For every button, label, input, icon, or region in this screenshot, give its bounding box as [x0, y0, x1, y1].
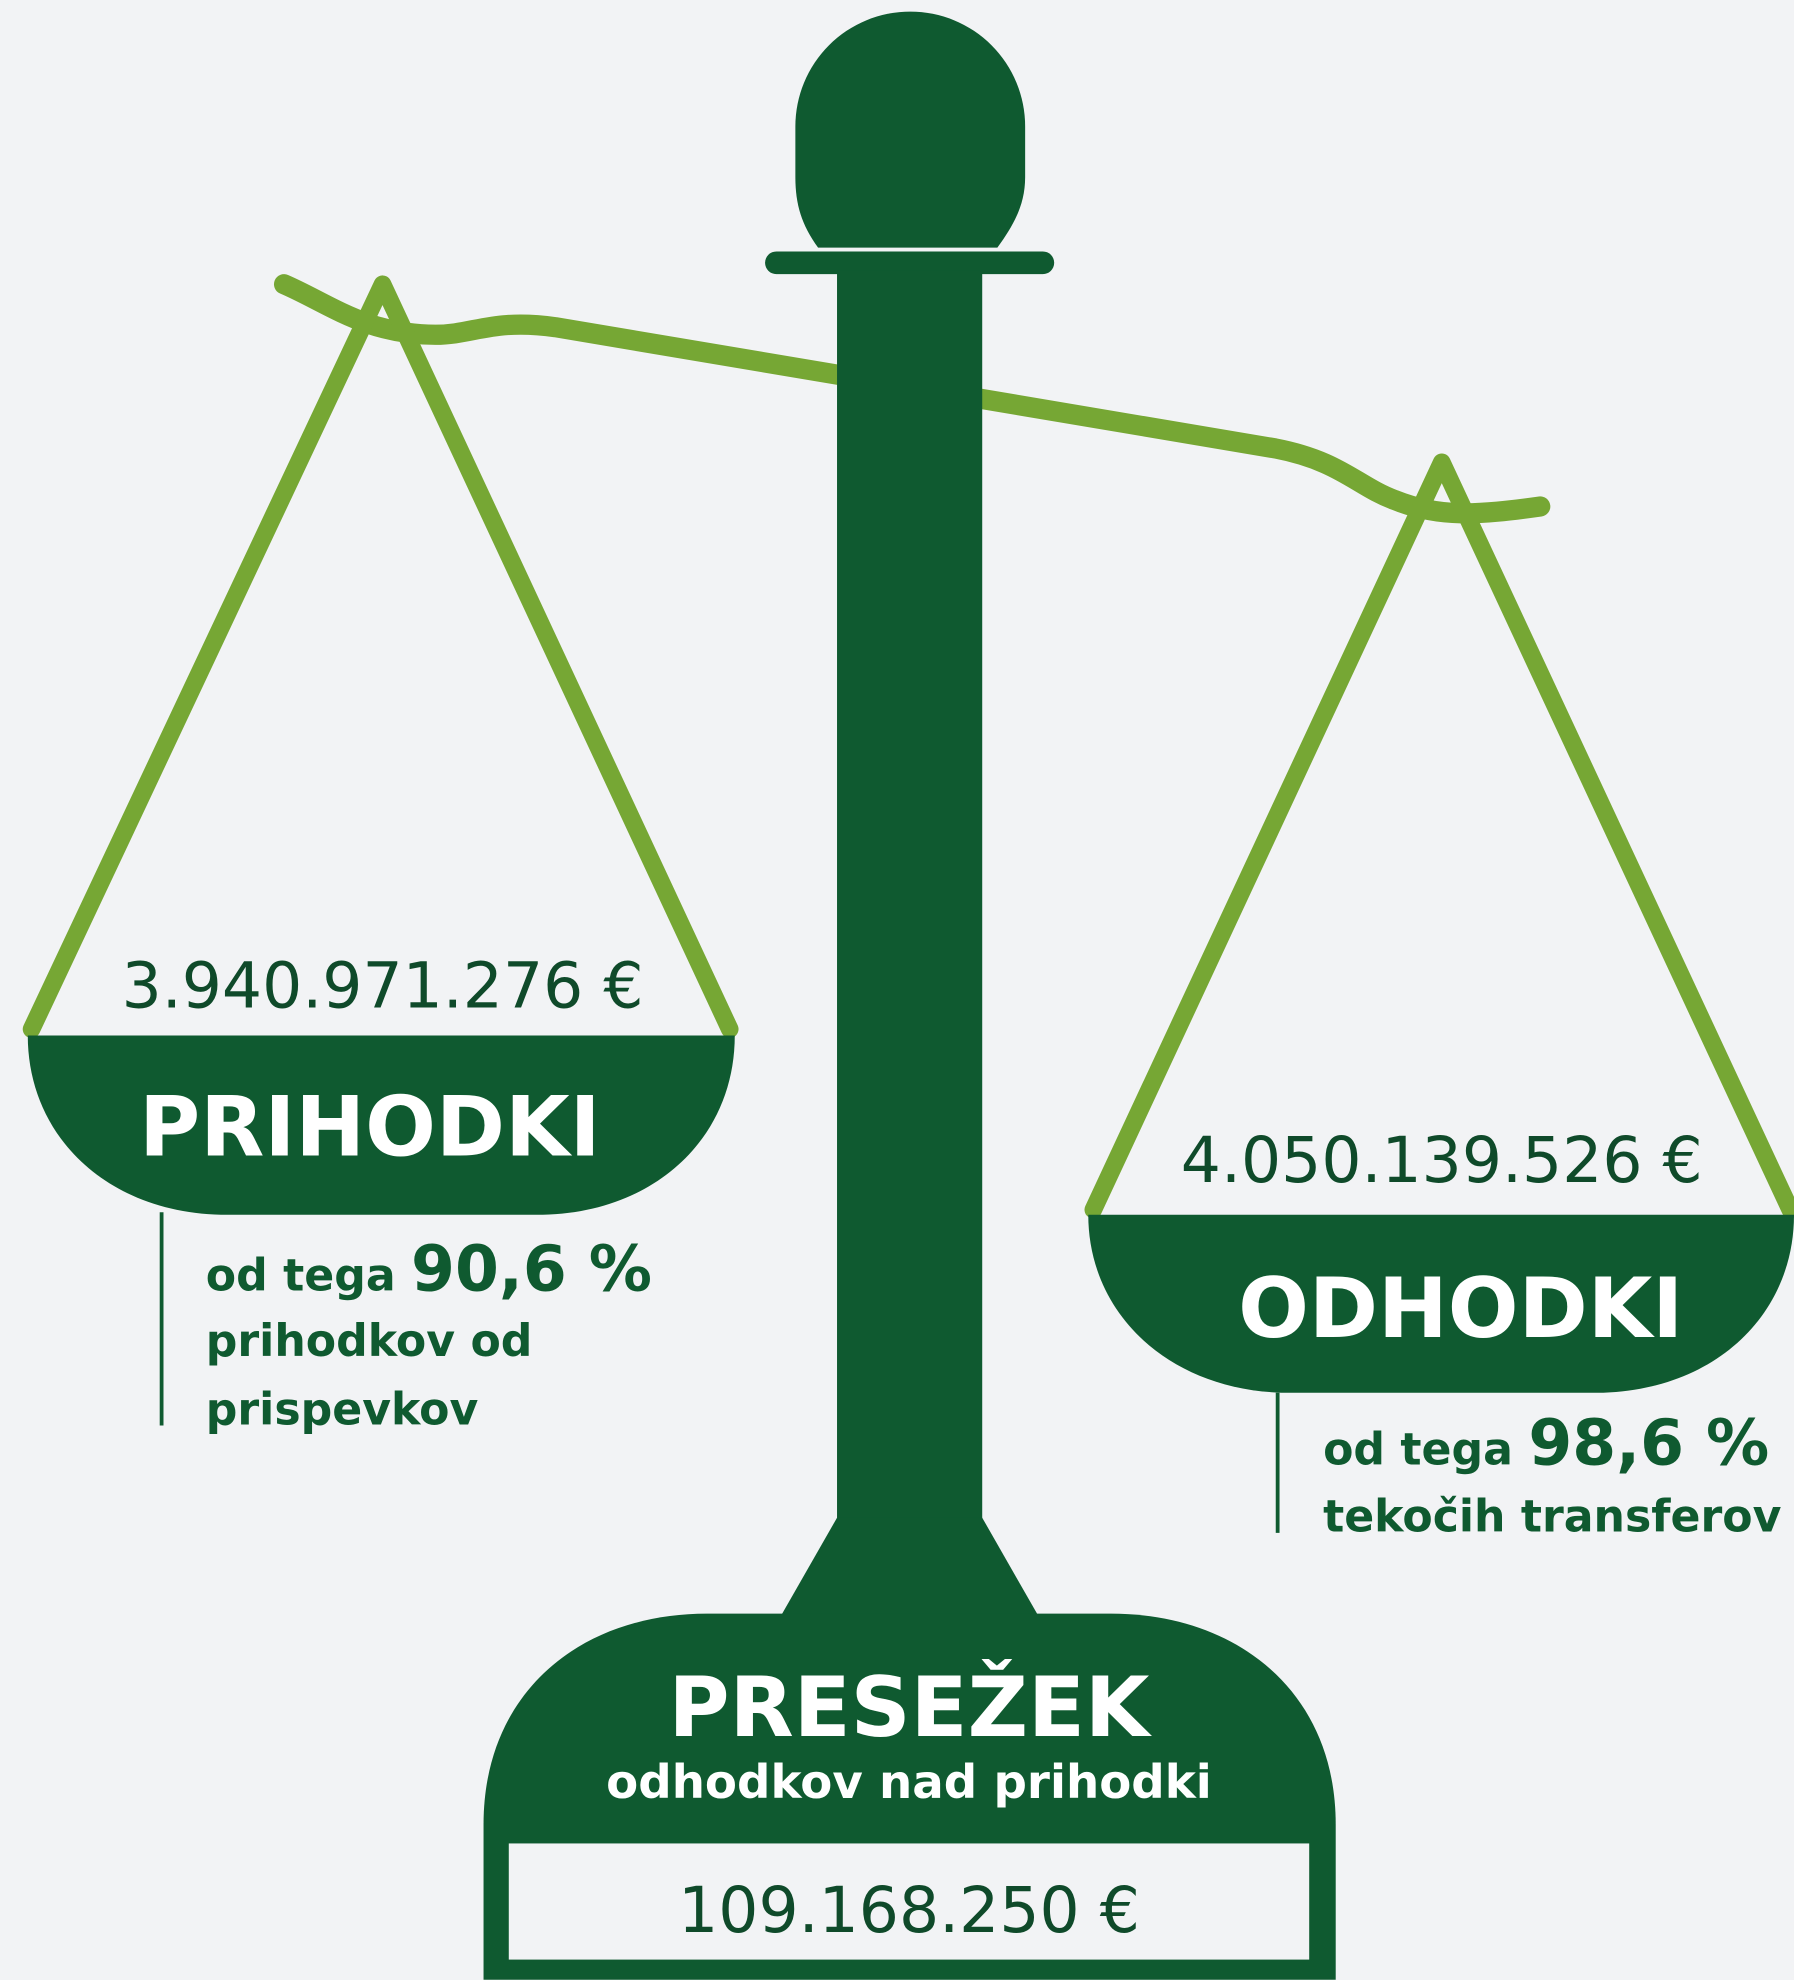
- scale-infographic: 3.940.971.276 € PRIHODKI od tega 90,6 % …: [0, 0, 1794, 1980]
- note-share: 90,6 %: [411, 1231, 652, 1305]
- base-subtitle: odhodkov nad prihodki: [606, 1756, 1212, 1810]
- knob: [795, 12, 1025, 248]
- note-prefix: od tega: [1323, 1425, 1513, 1476]
- base-title: PRESEŽEK: [669, 1658, 1153, 1756]
- base-amount: 109.168.250 €: [678, 1873, 1140, 1947]
- note-share: 98,6 %: [1528, 1406, 1769, 1480]
- note-prefix: od tega: [206, 1250, 396, 1301]
- left-label: PRIHODKI: [139, 1078, 600, 1175]
- pillar: [837, 270, 982, 1522]
- right-amount: 4.050.139.526 €: [1181, 1123, 1703, 1197]
- right-label: ODHODKI: [1238, 1260, 1683, 1357]
- page: 3.940.971.276 € PRIHODKI od tega 90,6 % …: [0, 0, 1794, 1980]
- left-amount: 3.940.971.276 €: [122, 949, 644, 1023]
- left-note-line-1: prihodkov od: [206, 1316, 533, 1367]
- right-note-line-1: tekočih transferov: [1323, 1492, 1782, 1543]
- left-note-line-2: prispevkov: [206, 1384, 479, 1435]
